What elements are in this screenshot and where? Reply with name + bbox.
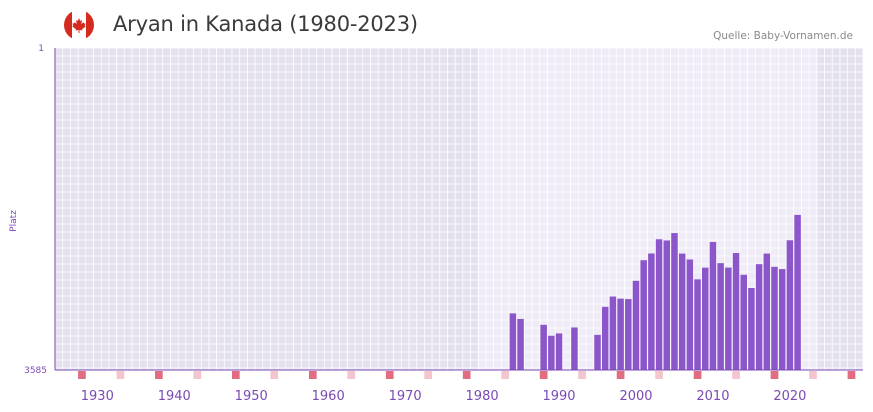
bar-2007 (686, 259, 694, 370)
bar-2006 (678, 253, 686, 370)
y-axis-label: Platz (9, 210, 19, 232)
x-tick-1960: 1960 (312, 389, 345, 404)
x-tick-2020: 2020 (773, 389, 806, 404)
bar-1989 (548, 335, 555, 370)
bar-2009 (702, 267, 709, 370)
x-tick-1980: 1980 (466, 389, 499, 404)
bar-1998 (617, 298, 624, 370)
x-tick-1990: 1990 (542, 389, 575, 404)
bar-2008 (694, 279, 701, 370)
year-marker-2013 (732, 371, 740, 379)
bar-1984 (509, 313, 517, 370)
bar-1992 (571, 327, 578, 370)
year-marker-1983 (501, 371, 510, 379)
bar-2010 (709, 241, 717, 370)
year-marker-1933 (116, 371, 125, 379)
bar-2014 (740, 274, 747, 370)
x-tick-labels: 1930 1940 1950 1960 1970 1980 1990 2000 2010 2020 (81, 389, 807, 404)
year-marker-1998 (616, 371, 625, 379)
bar-2018 (771, 266, 778, 370)
year-marker-1953 (270, 371, 279, 379)
bar-2015 (748, 287, 755, 370)
bar-2011 (717, 263, 724, 370)
bar-1985 (517, 318, 524, 370)
year-marker-1968 (385, 371, 394, 379)
bar-2000 (632, 280, 640, 370)
year-marker-1928 (78, 371, 86, 379)
year-marker-1963 (347, 371, 356, 379)
y-tick-top: 1 (38, 44, 44, 54)
bar-2019 (778, 269, 786, 370)
year-marker-2028 (847, 371, 856, 379)
source-credit: Quelle: Baby-Vornamen.de (713, 30, 853, 42)
x-tick-1970: 1970 (389, 389, 422, 404)
bar-2013 (732, 253, 740, 370)
year-marker-2008 (693, 371, 702, 379)
bar-1996 (601, 306, 609, 370)
year-markers (78, 371, 856, 379)
bar-2002 (648, 253, 655, 370)
bar-1997 (609, 296, 617, 370)
bar-2016 (755, 264, 763, 370)
year-marker-1973 (424, 371, 433, 379)
x-tick-2010: 2010 (696, 389, 729, 404)
axis-labels: Platz 1 3585 (9, 44, 47, 376)
year-marker-2018 (770, 371, 779, 379)
chart-title: Aryan in Kanada (1980-2023) (113, 12, 418, 36)
bar-2001 (640, 260, 647, 370)
x-tick-1950: 1950 (235, 389, 268, 404)
axes (54, 48, 863, 371)
year-marker-1938 (155, 371, 163, 379)
grid-lines (54, 47, 864, 370)
x-tick-2000: 2000 (619, 389, 652, 404)
x-tick-1930: 1930 (81, 389, 114, 404)
y-tick-bottom: 3585 (24, 366, 47, 376)
x-tick-1940: 1940 (158, 389, 191, 404)
bar-2017 (763, 253, 771, 370)
year-marker-1993 (578, 371, 586, 379)
bar-2004 (663, 240, 671, 370)
bar-2021 (794, 214, 801, 370)
year-marker-2023 (809, 371, 817, 379)
bar-2012 (725, 267, 732, 370)
bar-2005 (671, 233, 678, 370)
bar-series (509, 214, 801, 370)
year-marker-1943 (193, 371, 202, 379)
bar-1990 (555, 333, 563, 370)
bar-2003 (655, 239, 663, 370)
bar-2020 (786, 240, 794, 370)
year-marker-1988 (539, 371, 548, 379)
bar-1988 (540, 324, 547, 370)
year-marker-2003 (655, 371, 663, 379)
bar-1999 (625, 299, 632, 370)
chart-header: Aryan in Kanada (1980-2023) Quelle: Baby… (0, 0, 873, 48)
year-marker-1978 (462, 371, 471, 379)
year-marker-1948 (231, 371, 240, 379)
canada-flag-icon (64, 10, 94, 40)
bar-1995 (594, 334, 601, 370)
year-marker-1958 (308, 371, 317, 379)
